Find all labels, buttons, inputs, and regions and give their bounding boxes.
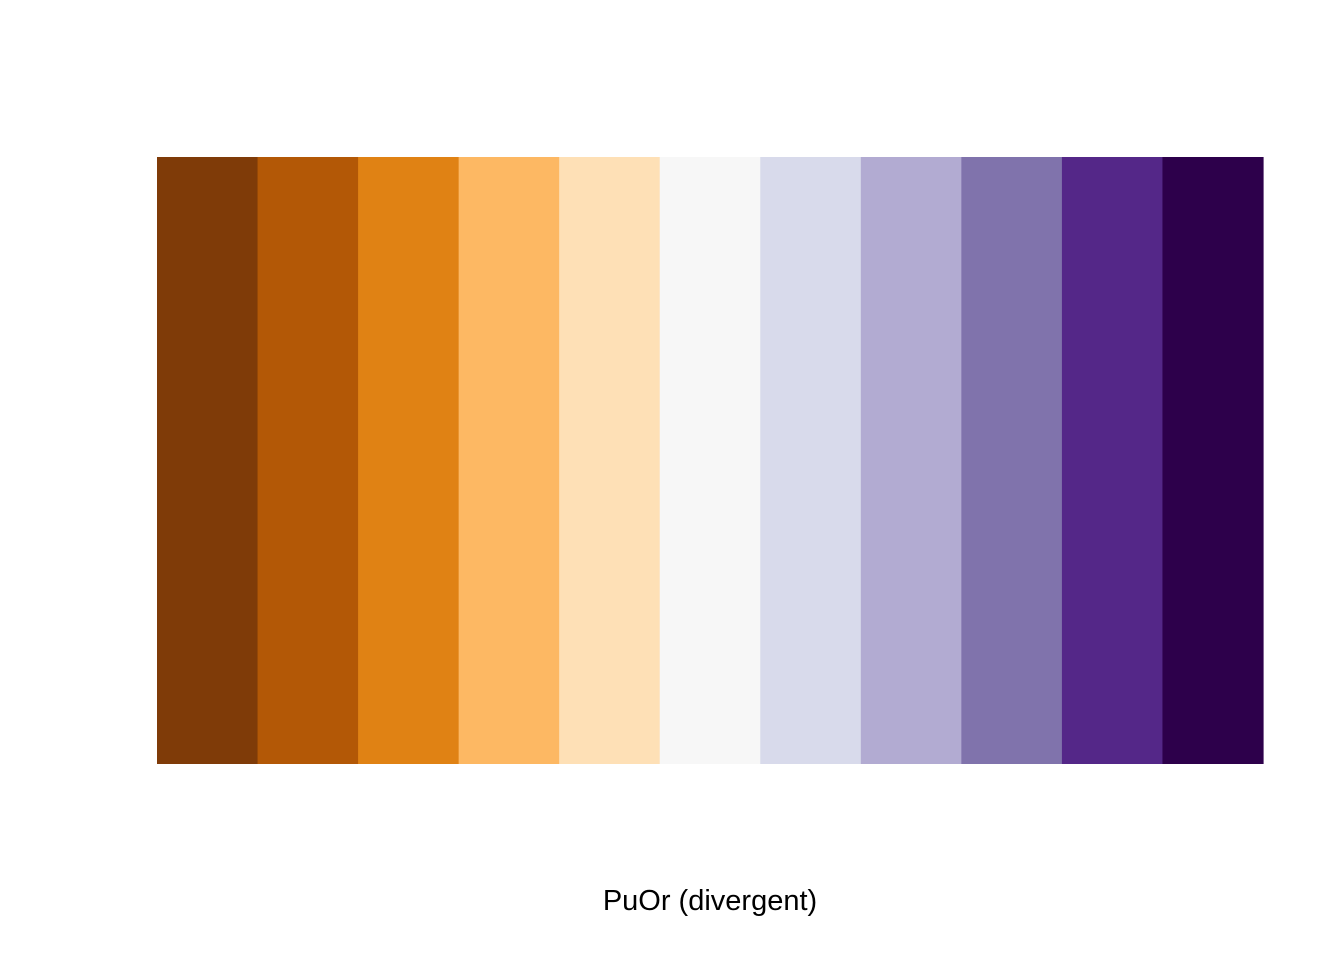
- color-swatch: [659, 157, 761, 764]
- swatch-group: [157, 157, 1264, 764]
- color-swatch: [358, 157, 460, 764]
- color-swatch: [961, 157, 1063, 764]
- color-swatch: [257, 157, 359, 764]
- color-swatch: [458, 157, 560, 764]
- color-swatch: [559, 157, 661, 764]
- color-swatch: [1061, 157, 1164, 764]
- color-swatch: [157, 157, 259, 764]
- color-swatch: [760, 157, 862, 764]
- color-swatch: [1162, 157, 1264, 764]
- x-axis-label: PuOr (divergent): [603, 885, 817, 917]
- color-swatch: [860, 157, 962, 764]
